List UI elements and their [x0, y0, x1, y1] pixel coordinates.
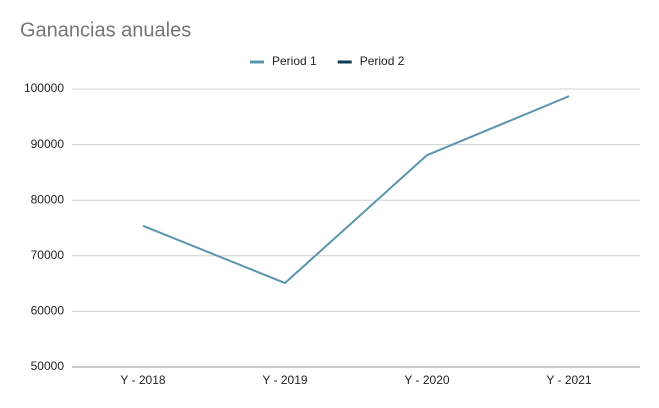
x-tick-label: Y - 2018 [120, 373, 165, 387]
legend-label: Period 2 [360, 54, 405, 68]
y-tick-label: 60000 [31, 304, 65, 318]
y-tick-label: 50000 [31, 359, 65, 373]
x-tick-label: Y - 2021 [546, 373, 591, 387]
chart-title: Ganancias anuales [20, 19, 191, 41]
series-line [142, 95, 570, 285]
y-tick-label: 70000 [31, 248, 65, 262]
x-tick-label: Y - 2020 [404, 373, 449, 387]
y-tick-label: 80000 [31, 192, 65, 206]
legend-label: Period 1 [272, 54, 317, 68]
y-tick-label: 100000 [24, 81, 64, 95]
x-tick-label: Y - 2019 [262, 373, 307, 387]
y-tick-label: 90000 [31, 137, 65, 151]
